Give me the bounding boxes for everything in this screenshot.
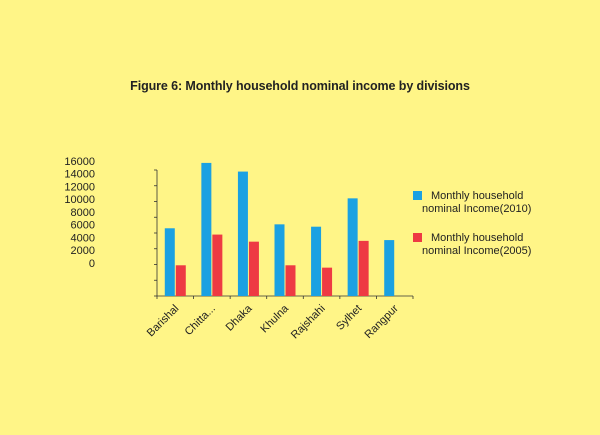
legend-swatch-2005 xyxy=(413,233,422,242)
bars xyxy=(164,162,395,296)
legend-swatch-2010 xyxy=(413,191,422,200)
category-label: Dhaka xyxy=(224,302,256,334)
bar-2005-sylhet xyxy=(358,240,369,296)
category-label: Khulna xyxy=(258,302,291,335)
legend-label: nominal Income(2005) xyxy=(422,245,531,257)
legend-label: Monthly household xyxy=(431,190,523,202)
bar-2005-dhaka xyxy=(248,241,259,296)
legend-label: nominal Income(2010) xyxy=(422,203,531,215)
y-tick-label: 8000 xyxy=(71,207,95,219)
y-tick-label: 10000 xyxy=(64,194,95,206)
bar-2010-barishal xyxy=(164,228,175,296)
y-tick-label: 12000 xyxy=(64,181,95,193)
legend-label: Monthly household xyxy=(431,232,523,244)
y-tick-label: 4000 xyxy=(71,232,95,244)
y-tick-label: 0 xyxy=(89,258,95,270)
bar-2010-chitta xyxy=(201,162,212,296)
y-tick-label: 14000 xyxy=(64,169,95,181)
chart-title: Figure 6: Monthly household nominal inco… xyxy=(130,79,470,93)
category-label: Chitta... xyxy=(183,303,218,338)
y-tick-label: 2000 xyxy=(71,245,95,257)
bar-2005-khulna xyxy=(285,265,296,296)
bar-2005-rajshahi xyxy=(322,267,333,296)
category-label: Sylhet xyxy=(334,303,364,333)
bar-2005-chitta xyxy=(212,234,223,296)
category-label: Barishal xyxy=(145,303,182,340)
y-tick-label: 16000 xyxy=(64,156,95,168)
axes xyxy=(154,169,414,299)
bar-2005-barishal xyxy=(175,265,186,296)
bar-2010-dhaka xyxy=(237,171,248,296)
category-label: Rangpur xyxy=(363,302,402,341)
bar-2010-rajshahi xyxy=(311,226,322,296)
bar-2010-sylhet xyxy=(347,198,358,296)
bar-2010-khulna xyxy=(274,224,285,296)
y-tick-label: 6000 xyxy=(71,220,95,232)
category-label: Rajshahi xyxy=(289,303,328,342)
bar-2010-rangpur xyxy=(384,240,395,296)
